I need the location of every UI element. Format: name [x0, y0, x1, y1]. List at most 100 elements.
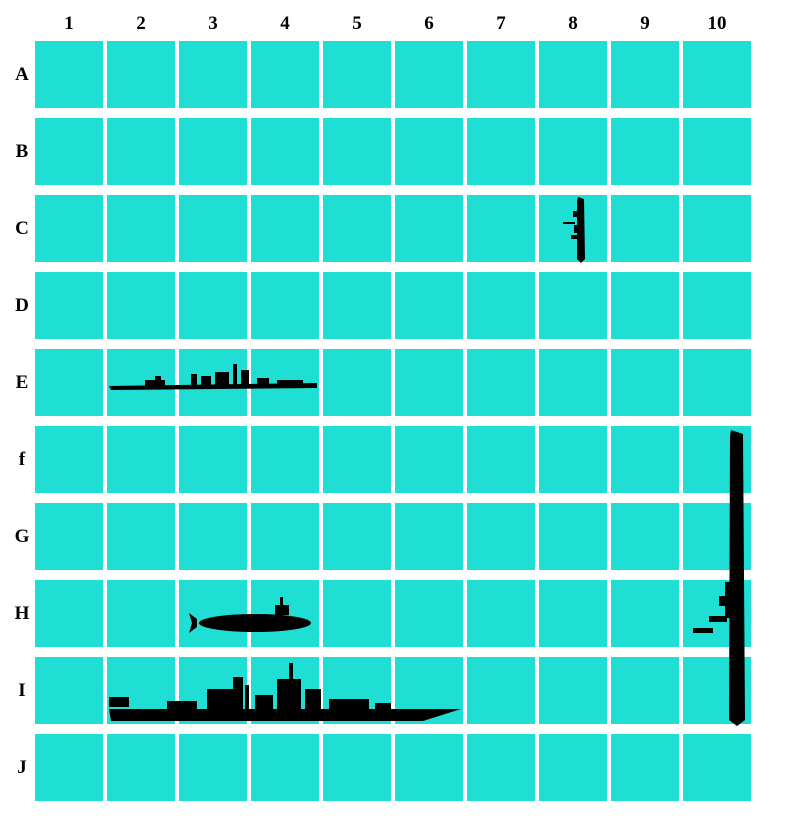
cell-A1[interactable] — [35, 41, 103, 108]
cell-I3[interactable] — [179, 657, 247, 724]
cell-E6[interactable] — [395, 349, 463, 416]
cell-I5[interactable] — [323, 657, 391, 724]
cell-G8[interactable] — [539, 503, 607, 570]
cell-G5[interactable] — [323, 503, 391, 570]
cell-A3[interactable] — [179, 41, 247, 108]
cell-E5[interactable] — [323, 349, 391, 416]
cell-f8[interactable] — [539, 426, 607, 493]
cell-A5[interactable] — [323, 41, 391, 108]
cell-A7[interactable] — [467, 41, 535, 108]
cell-E7[interactable] — [467, 349, 535, 416]
cell-f1[interactable] — [35, 426, 103, 493]
cell-E3[interactable] — [179, 349, 247, 416]
cell-H10[interactable] — [683, 580, 751, 647]
cell-A4[interactable] — [251, 41, 319, 108]
cell-E10[interactable] — [683, 349, 751, 416]
cell-D5[interactable] — [323, 272, 391, 339]
cell-C7[interactable] — [467, 195, 535, 262]
cell-G6[interactable] — [395, 503, 463, 570]
cell-f6[interactable] — [395, 426, 463, 493]
cell-H2[interactable] — [107, 580, 175, 647]
cell-f2[interactable] — [107, 426, 175, 493]
cell-H9[interactable] — [611, 580, 679, 647]
cell-J8[interactable] — [539, 734, 607, 801]
cell-H3[interactable] — [179, 580, 247, 647]
cell-J3[interactable] — [179, 734, 247, 801]
cell-I9[interactable] — [611, 657, 679, 724]
cell-C2[interactable] — [107, 195, 175, 262]
cell-G9[interactable] — [611, 503, 679, 570]
cell-B1[interactable] — [35, 118, 103, 185]
cell-D10[interactable] — [683, 272, 751, 339]
cell-J1[interactable] — [35, 734, 103, 801]
cell-C5[interactable] — [323, 195, 391, 262]
cell-f10[interactable] — [683, 426, 751, 493]
cell-A8[interactable] — [539, 41, 607, 108]
cell-C10[interactable] — [683, 195, 751, 262]
cell-B3[interactable] — [179, 118, 247, 185]
cell-I6[interactable] — [395, 657, 463, 724]
cell-J6[interactable] — [395, 734, 463, 801]
cell-J7[interactable] — [467, 734, 535, 801]
cell-I4[interactable] — [251, 657, 319, 724]
cell-G7[interactable] — [467, 503, 535, 570]
cell-B2[interactable] — [107, 118, 175, 185]
cell-E9[interactable] — [611, 349, 679, 416]
cell-E2[interactable] — [107, 349, 175, 416]
cell-D3[interactable] — [179, 272, 247, 339]
cell-J2[interactable] — [107, 734, 175, 801]
cell-B9[interactable] — [611, 118, 679, 185]
cell-G4[interactable] — [251, 503, 319, 570]
cell-C4[interactable] — [251, 195, 319, 262]
cell-H8[interactable] — [539, 580, 607, 647]
cell-D4[interactable] — [251, 272, 319, 339]
cell-J10[interactable] — [683, 734, 751, 801]
cell-C1[interactable] — [35, 195, 103, 262]
cell-E1[interactable] — [35, 349, 103, 416]
cell-H1[interactable] — [35, 580, 103, 647]
cell-A9[interactable] — [611, 41, 679, 108]
cell-E4[interactable] — [251, 349, 319, 416]
cell-D6[interactable] — [395, 272, 463, 339]
cell-J9[interactable] — [611, 734, 679, 801]
cell-D8[interactable] — [539, 272, 607, 339]
cell-f5[interactable] — [323, 426, 391, 493]
cell-C3[interactable] — [179, 195, 247, 262]
cell-J5[interactable] — [323, 734, 391, 801]
cell-J4[interactable] — [251, 734, 319, 801]
cell-B6[interactable] — [395, 118, 463, 185]
cell-I2[interactable] — [107, 657, 175, 724]
cell-D9[interactable] — [611, 272, 679, 339]
cell-G10[interactable] — [683, 503, 751, 570]
cell-H6[interactable] — [395, 580, 463, 647]
cell-H5[interactable] — [323, 580, 391, 647]
cell-B8[interactable] — [539, 118, 607, 185]
cell-I10[interactable] — [683, 657, 751, 724]
cell-E8[interactable] — [539, 349, 607, 416]
cell-D1[interactable] — [35, 272, 103, 339]
cell-I7[interactable] — [467, 657, 535, 724]
cell-I8[interactable] — [539, 657, 607, 724]
cell-A10[interactable] — [683, 41, 751, 108]
cell-B10[interactable] — [683, 118, 751, 185]
cell-f3[interactable] — [179, 426, 247, 493]
cell-H4[interactable] — [251, 580, 319, 647]
cell-I1[interactable] — [35, 657, 103, 724]
cell-D7[interactable] — [467, 272, 535, 339]
cell-H7[interactable] — [467, 580, 535, 647]
cell-f9[interactable] — [611, 426, 679, 493]
cell-C6[interactable] — [395, 195, 463, 262]
cell-G1[interactable] — [35, 503, 103, 570]
cell-B4[interactable] — [251, 118, 319, 185]
cell-B5[interactable] — [323, 118, 391, 185]
cell-A6[interactable] — [395, 41, 463, 108]
cell-C9[interactable] — [611, 195, 679, 262]
cell-A2[interactable] — [107, 41, 175, 108]
cell-f4[interactable] — [251, 426, 319, 493]
cell-D2[interactable] — [107, 272, 175, 339]
cell-f7[interactable] — [467, 426, 535, 493]
cell-C8[interactable] — [539, 195, 607, 262]
cell-G2[interactable] — [107, 503, 175, 570]
cell-G3[interactable] — [179, 503, 247, 570]
cell-B7[interactable] — [467, 118, 535, 185]
